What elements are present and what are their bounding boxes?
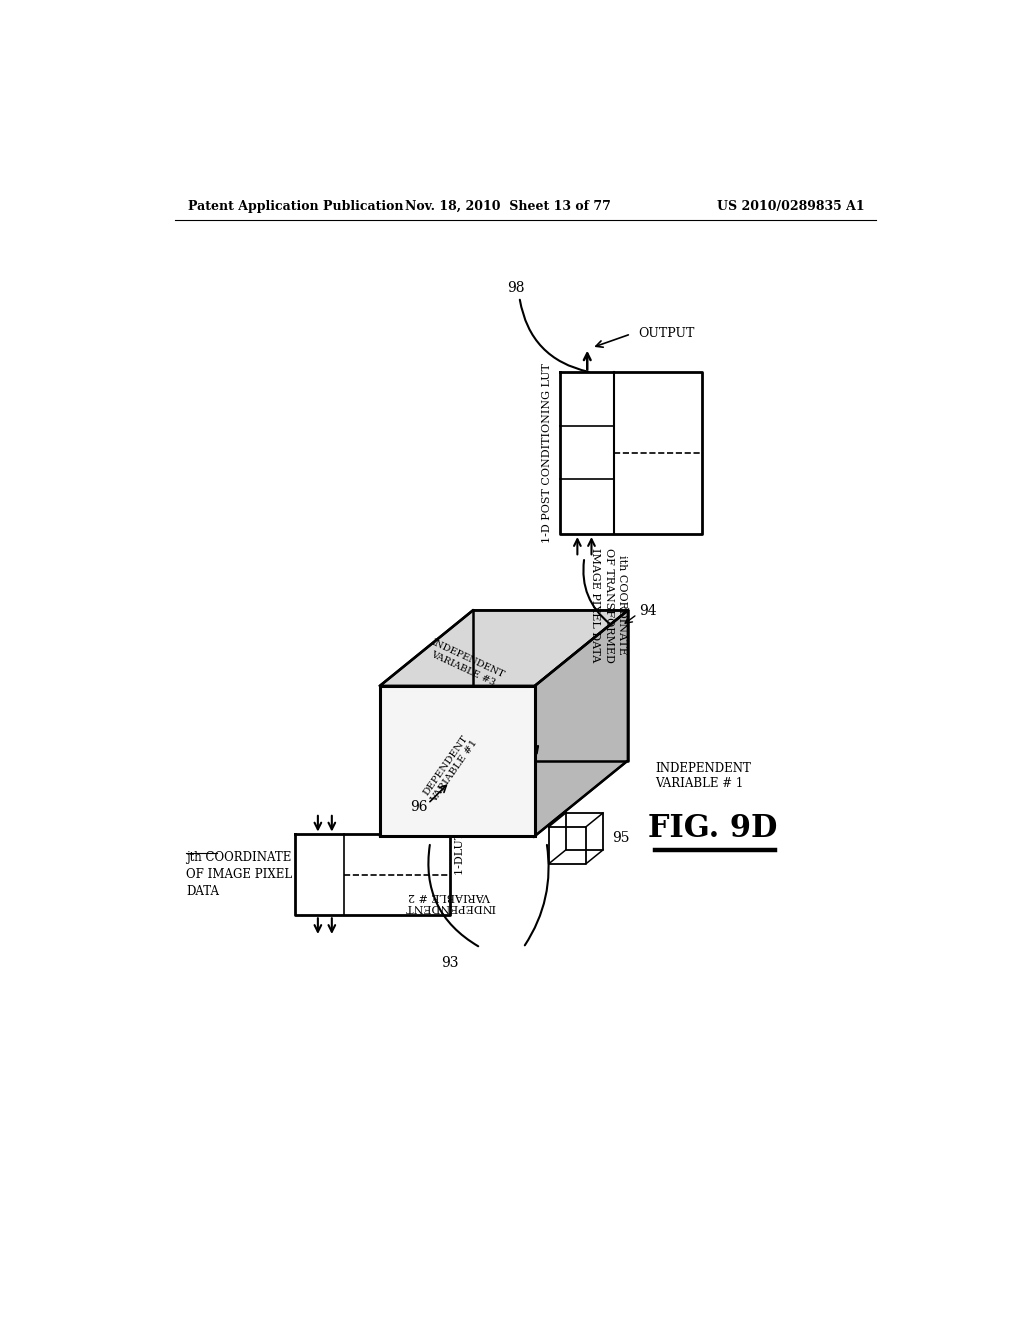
Text: jth COORDINATE
OF IMAGE PIXEL
DATA: jth COORDINATE OF IMAGE PIXEL DATA xyxy=(186,851,292,899)
Text: ith COORDINATE
OF TRANSFORMED
IMAGE PIXEL DATA: ith COORDINATE OF TRANSFORMED IMAGE PIXE… xyxy=(590,548,627,663)
Text: DEPENDENT
VARIABLE #1: DEPENDENT VARIABLE #1 xyxy=(421,733,479,805)
Text: 94: 94 xyxy=(640,605,657,618)
Text: IV 1, 2 OR 3: IV 1, 2 OR 3 xyxy=(458,776,531,788)
Text: US 2010/0289835 A1: US 2010/0289835 A1 xyxy=(717,199,864,213)
Polygon shape xyxy=(380,610,628,686)
Text: INDEPENDENT
VARIABLE # 1: INDEPENDENT VARIABLE # 1 xyxy=(655,762,751,789)
Polygon shape xyxy=(535,610,628,836)
Text: 1-DLUT PRE-CONDITIONING: 1-DLUT PRE-CONDITIONING xyxy=(456,706,466,875)
Text: INDEPENDENT
VARIABLE #3: INDEPENDENT VARIABLE #3 xyxy=(425,638,506,689)
Polygon shape xyxy=(380,686,535,836)
Text: Nov. 18, 2010  Sheet 13 of 77: Nov. 18, 2010 Sheet 13 of 77 xyxy=(404,199,610,213)
Text: 95: 95 xyxy=(612,832,630,845)
Text: OUTPUT: OUTPUT xyxy=(638,327,694,341)
Text: FIG. 9D: FIG. 9D xyxy=(648,813,778,843)
Text: 98: 98 xyxy=(433,744,451,758)
Text: 98: 98 xyxy=(507,281,524,294)
Text: 96: 96 xyxy=(410,800,427,813)
Text: 1-D POST CONDITIONING LUT: 1-D POST CONDITIONING LUT xyxy=(542,363,552,544)
Text: 93: 93 xyxy=(441,956,459,970)
Text: INDEPENDENT
VARIABLE # 2: INDEPENDENT VARIABLE # 2 xyxy=(404,891,495,912)
Text: Patent Application Publication: Patent Application Publication xyxy=(188,199,403,213)
